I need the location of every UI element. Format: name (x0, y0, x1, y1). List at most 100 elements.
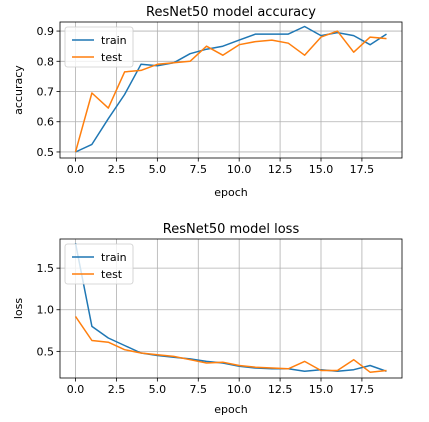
x-tick-label: 0.0 (67, 383, 85, 396)
legend-label-test: test (101, 268, 123, 281)
data-point-train (369, 44, 371, 46)
data-point-test (107, 341, 109, 343)
data-point-test (156, 63, 158, 65)
data-point-test (238, 44, 240, 46)
data-point-test (173, 355, 175, 357)
y-tick-label: 0.7 (37, 86, 55, 99)
x-tick-label: 15.0 (309, 383, 334, 396)
data-point-train (386, 33, 388, 35)
data-point-test (107, 107, 109, 109)
data-point-train (255, 33, 257, 35)
legend-label-test: test (101, 51, 123, 64)
data-point-test (369, 36, 371, 38)
data-point-train (124, 345, 126, 347)
chart-title: ResNet50 model loss (163, 222, 300, 237)
data-point-train (238, 39, 240, 41)
legend-box (64, 243, 134, 285)
x-tick-label: 2.5 (108, 383, 126, 396)
legend: train test (64, 26, 134, 68)
y-tick-label: 0.5 (37, 345, 55, 358)
chart-title: ResNet50 model accuracy (146, 5, 316, 20)
data-point-test (287, 42, 289, 44)
data-point-test (91, 92, 93, 94)
series-line-test (74, 315, 387, 373)
data-point-test (189, 359, 191, 361)
data-point-test (320, 370, 322, 372)
x-tick-label: 7.5 (190, 383, 208, 396)
data-point-test (304, 54, 306, 56)
data-point-test (124, 71, 126, 73)
series-line-test (74, 30, 387, 153)
data-point-test (189, 60, 191, 62)
data-point-train (353, 369, 355, 371)
data-point-test (320, 36, 322, 38)
data-point-test (386, 38, 388, 40)
loss-chart: 0.0 2.5 5.0 7.5 10.0 12.5 15.0 17.5 0.5 1.0 1.5 Res… (12, 222, 403, 416)
data-point-test (140, 69, 142, 71)
data-point-train (304, 370, 306, 372)
data-point-test (75, 316, 77, 318)
x-tick-label: 5.0 (149, 383, 167, 396)
data-point-train (222, 45, 224, 47)
x-axis-label: epoch (214, 186, 248, 199)
x-axis-label: epoch (214, 403, 248, 416)
accuracy-chart: 0.0 2.5 5.0 7.5 10.0 12.5 15.0 17.5 0.5 0.6 0.7 0.8… (12, 5, 403, 199)
data-point-test (238, 365, 240, 367)
data-point-test (271, 39, 273, 41)
plot-frame (59, 21, 403, 159)
data-point-train (107, 337, 109, 339)
data-point-test (75, 151, 77, 153)
data-point-test (353, 51, 355, 53)
data-point-test (304, 360, 306, 362)
data-point-test (369, 371, 371, 373)
data-point-train (206, 48, 208, 50)
data-point-train (189, 53, 191, 55)
data-point-test (91, 340, 93, 342)
data-point-train (369, 365, 371, 367)
data-point-train (304, 26, 306, 28)
y-tick-label: 0.5 (37, 146, 55, 159)
data-point-train (287, 33, 289, 35)
data-point-train (140, 63, 142, 65)
data-point-test (156, 354, 158, 356)
y-axis-label: loss (12, 298, 25, 320)
y-tick-label: 0.6 (37, 116, 55, 129)
data-point-train (271, 33, 273, 35)
x-tick-label: 7.5 (190, 163, 208, 176)
x-tick-label: 10.0 (227, 383, 252, 396)
legend-label-train: train (101, 34, 127, 47)
data-point-test (124, 349, 126, 351)
data-point-test (255, 41, 257, 43)
data-point-train (124, 94, 126, 96)
legend: train test (64, 243, 134, 285)
plot-frame (59, 238, 403, 379)
data-point-train (91, 144, 93, 146)
x-tick-label: 12.5 (268, 383, 293, 396)
data-point-test (287, 368, 289, 370)
data-point-test (206, 362, 208, 364)
data-point-test (353, 359, 355, 361)
x-tick-label: 0.0 (67, 163, 85, 176)
x-tick-label: 12.5 (268, 163, 293, 176)
y-tick-label: 0.9 (37, 25, 55, 38)
data-point-test (222, 361, 224, 363)
y-tick-label: 1.5 (37, 262, 55, 275)
x-tick-label: 17.5 (350, 383, 375, 396)
data-point-test (222, 54, 224, 56)
y-axis-label: accuracy (12, 65, 25, 115)
data-point-train (91, 325, 93, 327)
data-point-test (206, 45, 208, 47)
x-tick-label: 5.0 (149, 163, 167, 176)
y-tick-label: 0.8 (37, 55, 55, 68)
x-tick-label: 15.0 (309, 163, 334, 176)
data-point-test (255, 366, 257, 368)
x-tick-label: 2.5 (108, 163, 126, 176)
data-point-test (386, 370, 388, 372)
series-line-train (75, 25, 387, 153)
data-point-train (206, 360, 208, 362)
data-point-test (271, 367, 273, 369)
x-tick-label: 17.5 (350, 163, 375, 176)
data-point-train (353, 35, 355, 37)
